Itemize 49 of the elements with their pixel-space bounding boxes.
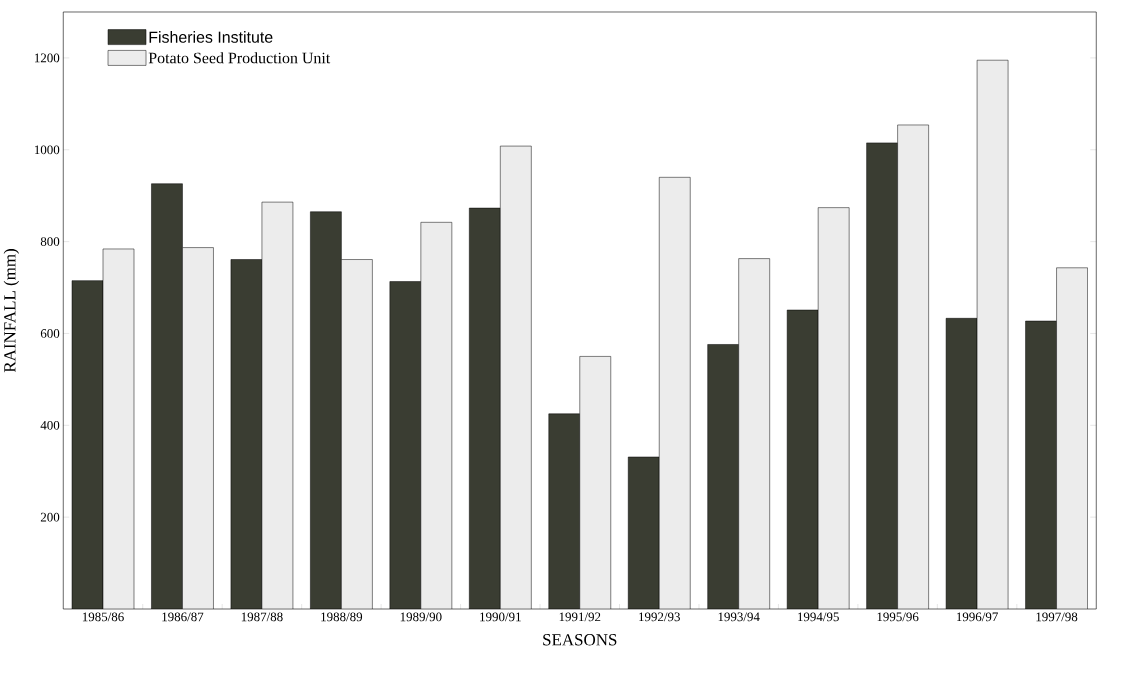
bar xyxy=(389,281,421,609)
bar xyxy=(738,258,770,609)
bar xyxy=(707,344,739,609)
x-tick-label: 1989/90 xyxy=(400,612,442,622)
bar xyxy=(500,146,532,609)
y-axis-title: RAINFALL (mm) xyxy=(3,249,20,373)
y-tick-label: 800 xyxy=(40,237,60,246)
legend-label: Fisheries Institute xyxy=(149,31,273,43)
bar xyxy=(420,222,452,609)
bar xyxy=(548,413,580,609)
bar xyxy=(103,248,134,609)
x-tick-label: 1996/97 xyxy=(957,612,998,622)
bar xyxy=(72,280,103,609)
bar xyxy=(1025,320,1057,609)
x-tick-label: 1995/96 xyxy=(877,612,919,622)
y-tick-label: 600 xyxy=(40,329,60,338)
x-tick-label: 1986/87 xyxy=(162,612,204,622)
x-tick-label: 1990/91 xyxy=(480,612,521,622)
bar xyxy=(579,356,611,609)
x-tick-label: 1992/93 xyxy=(639,612,680,622)
bar xyxy=(977,60,1009,609)
x-axis-title: SEASONS xyxy=(543,634,617,646)
bar xyxy=(897,124,929,609)
bar xyxy=(628,456,660,609)
x-tick-label: 1994/95 xyxy=(798,612,839,622)
y-tick-label: 1200 xyxy=(34,53,60,63)
bar xyxy=(946,318,978,609)
x-tick-label: 1988/89 xyxy=(321,612,363,622)
x-tick-label: 1997/98 xyxy=(1036,612,1078,622)
bar xyxy=(787,310,819,609)
x-tick-label: 1985/86 xyxy=(82,612,124,622)
y-tick-label: 400 xyxy=(40,420,60,430)
y-tick-label: 1000 xyxy=(34,145,60,155)
bar xyxy=(1056,267,1088,609)
bar xyxy=(469,208,501,609)
bar xyxy=(341,259,373,609)
bar xyxy=(310,211,342,609)
bar xyxy=(659,177,691,609)
legend-label: Potato Seed Production Unit xyxy=(148,52,331,64)
bar xyxy=(818,207,850,609)
bar xyxy=(230,259,262,609)
x-tick-label: 1987/88 xyxy=(241,612,283,622)
bar xyxy=(151,183,183,609)
x-tick-label: 1991/92 xyxy=(559,612,601,622)
y-tick-label: 200 xyxy=(40,512,60,522)
bar xyxy=(182,247,214,609)
x-tick-label: 1993/94 xyxy=(718,612,760,622)
bar xyxy=(866,142,898,609)
bar xyxy=(261,202,293,609)
